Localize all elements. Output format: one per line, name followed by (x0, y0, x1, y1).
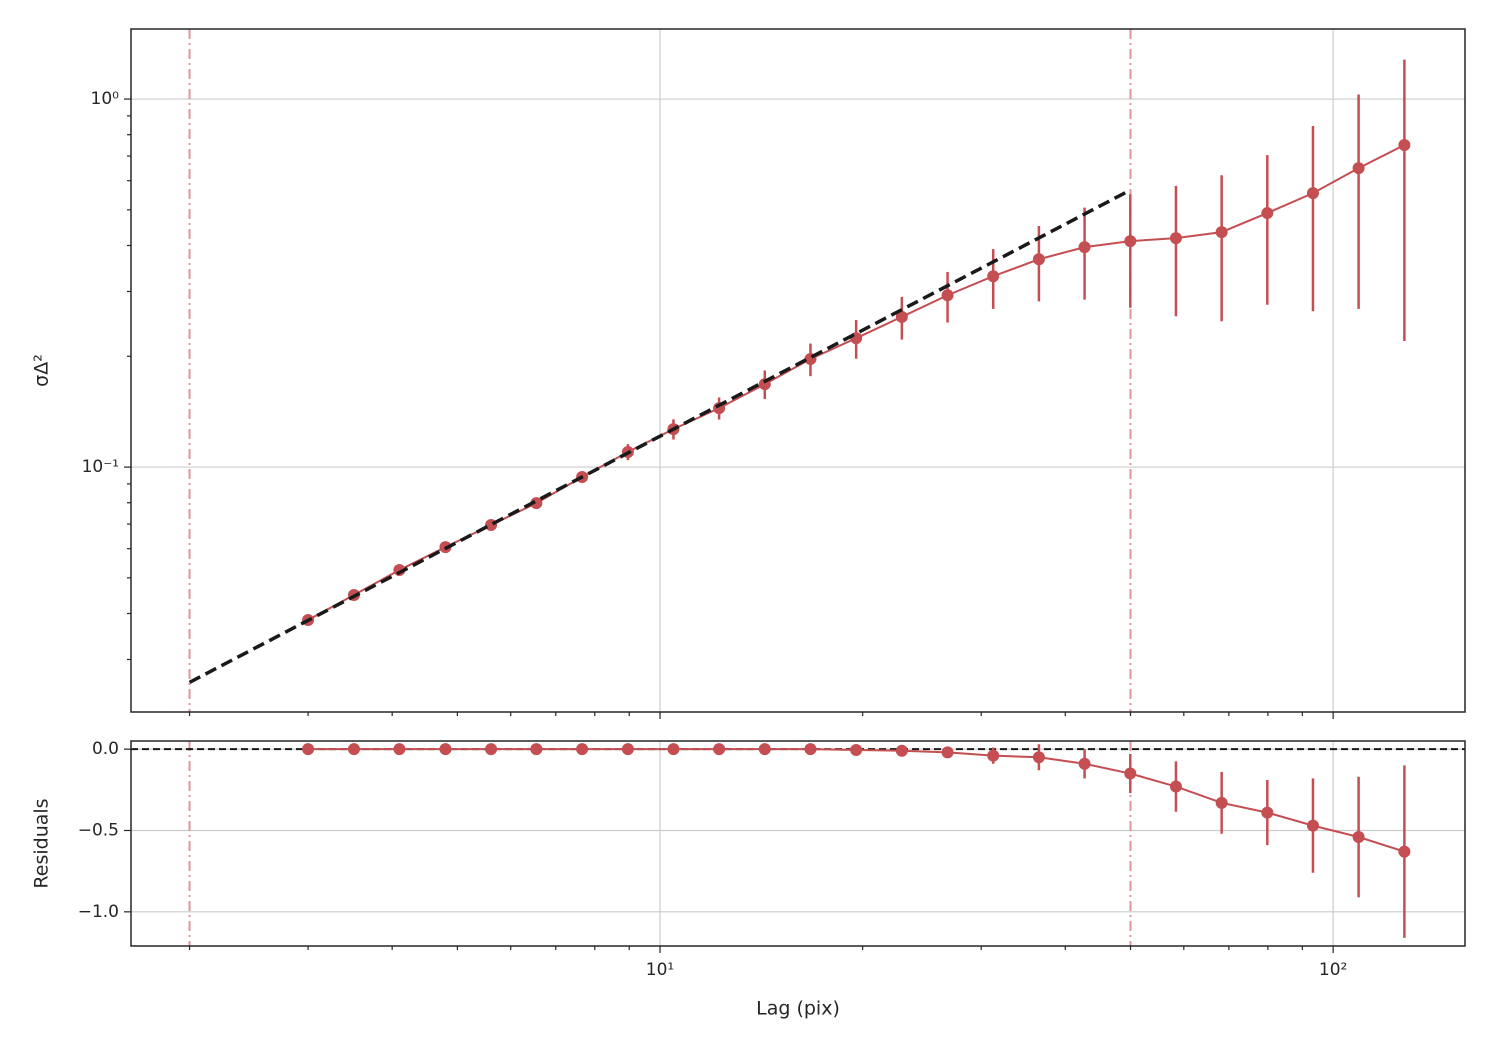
data-point (758, 743, 771, 756)
data-point (1306, 187, 1319, 200)
data-point (713, 743, 726, 756)
data-point (667, 743, 680, 756)
data-point (1169, 232, 1182, 245)
y-axis-label: Residuals (31, 798, 53, 888)
panel: 10¹ 10² 0.0 −0.5 −1.0 Residuals Lag (pix) (31, 739, 1466, 1020)
data-point (1261, 207, 1274, 220)
data-point (530, 743, 543, 756)
x-tick-label: 10¹ (646, 960, 674, 980)
data-line (308, 748, 1405, 853)
y-tick-label: 10⁻¹ (82, 457, 119, 477)
data-point (1124, 767, 1137, 780)
data-line (307, 144, 1405, 621)
data-point (1078, 757, 1091, 770)
y-tick-label: 10⁰ (91, 89, 120, 109)
data-point (941, 289, 954, 302)
plot-area (131, 741, 1465, 946)
data-point (1215, 796, 1228, 809)
data-point (850, 743, 863, 756)
y-axis-label: σΔ² (31, 354, 53, 387)
data-point (895, 310, 908, 323)
panel: 10⁰ 10⁻¹ σΔ² (31, 28, 1466, 719)
axes-frame (130, 28, 1466, 713)
data-point (987, 270, 1000, 283)
data-point (1352, 162, 1365, 175)
fit-line (188, 188, 1132, 684)
data-point (1398, 139, 1411, 152)
x-axis-label: Lag (pix) (756, 998, 840, 1020)
data-point (1261, 806, 1274, 819)
data-point (1352, 830, 1365, 843)
data-point (1215, 226, 1228, 239)
data-point (1169, 780, 1182, 793)
data-point (1032, 751, 1045, 764)
y-tick-label: 0.0 (92, 739, 119, 759)
data-point (621, 743, 634, 756)
data-point (1032, 253, 1045, 266)
x-tick-label: 10² (1319, 960, 1347, 980)
data-point (302, 743, 315, 756)
data-point (987, 749, 1000, 762)
data-point (895, 744, 908, 757)
data-point (485, 743, 498, 756)
axes-frame (130, 740, 1466, 947)
data-point (1398, 845, 1411, 858)
data-point (530, 497, 543, 510)
data-point (941, 746, 954, 759)
data-point (1124, 235, 1137, 248)
data-point (576, 743, 589, 756)
data-point (393, 743, 406, 756)
data-point (1306, 819, 1319, 832)
data-point (347, 743, 360, 756)
data-point (439, 743, 452, 756)
data-point (804, 743, 817, 756)
y-tick-label: −0.5 (78, 820, 119, 840)
data-point (393, 564, 406, 577)
plot-area (188, 29, 1411, 712)
data-point (1078, 241, 1091, 254)
y-tick-label: −1.0 (78, 902, 119, 922)
